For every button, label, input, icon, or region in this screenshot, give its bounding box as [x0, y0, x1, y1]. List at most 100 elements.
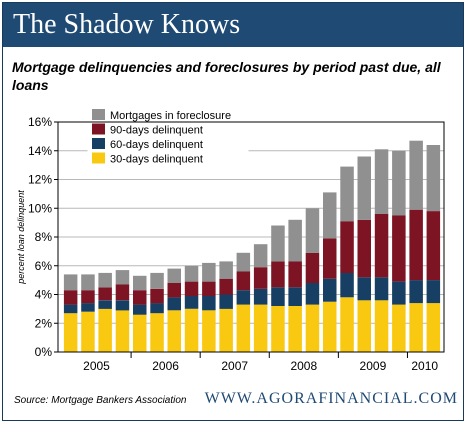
bar-segment: [98, 287, 112, 301]
bar-segment: [409, 280, 423, 304]
bar-segment: [340, 166, 354, 222]
y-tick-label: 4%: [35, 288, 53, 302]
bar-segment: [184, 295, 199, 309]
bar-segment: [392, 215, 406, 282]
bar-segment: [202, 295, 216, 311]
bar-segment: [115, 310, 130, 352]
bar-segment: [184, 265, 199, 282]
bar-segment: [357, 156, 371, 220]
bar-segment: [219, 294, 233, 309]
y-tick-label: 16%: [28, 115, 52, 129]
bar-segment: [305, 208, 320, 253]
y-tick-label: 12%: [28, 173, 52, 187]
legend-swatch: [92, 138, 105, 149]
bar-segment: [357, 300, 371, 353]
bar-segment: [271, 225, 285, 262]
y-axis-label: percent loan delinquent: [16, 190, 26, 285]
bar-segment: [305, 252, 320, 283]
bar-segment: [288, 219, 302, 262]
bar-segment: [167, 310, 181, 352]
legend-swatch: [92, 109, 105, 120]
bar-segment: [357, 219, 371, 278]
legend-swatch: [92, 123, 105, 135]
y-tick-label: 0%: [35, 345, 53, 359]
bar-segment: [81, 290, 95, 304]
bar-segment: [202, 262, 216, 282]
x-year-label: 2007: [221, 359, 248, 373]
bar-segment: [374, 149, 389, 214]
y-tick-label: 14%: [28, 144, 52, 158]
bar-segment: [167, 297, 181, 311]
bar-segment: [392, 150, 406, 216]
y-tick-label: 10%: [28, 201, 52, 215]
bar-segment: [236, 304, 251, 352]
legend-swatch: [92, 152, 105, 164]
bar-segment: [340, 221, 354, 273]
bar-segment: [202, 310, 216, 352]
bar-segment: [219, 308, 233, 352]
title-banner: The Shadow Knows: [3, 3, 463, 47]
bar-segment: [374, 300, 389, 353]
bar-segment: [374, 277, 389, 301]
x-year-label: 2010: [411, 359, 438, 373]
bar-segment: [63, 304, 78, 314]
legend-label: Mortgages in foreclosure: [110, 110, 231, 122]
bar-segment: [305, 283, 320, 305]
bar-segment: [184, 308, 199, 352]
chart-title: Mortgage delinquencies and foreclosures …: [12, 59, 441, 93]
bar-segment: [305, 304, 320, 352]
x-year-label: 2008: [290, 359, 317, 373]
bar-segment: [236, 271, 251, 291]
site-url: WWW.AGORAFINANCIAL.COM: [204, 390, 458, 407]
bar-segment: [409, 303, 423, 352]
bar-segment: [63, 313, 78, 352]
y-tick-label: 2%: [35, 316, 53, 330]
bar-segment: [81, 311, 95, 353]
bar-segment: [115, 284, 130, 301]
bar-segment: [115, 300, 130, 311]
bar-segment: [133, 275, 147, 291]
bar-segment: [271, 306, 285, 352]
bar-segment: [253, 304, 268, 352]
legend-label: 30-days delinquent: [110, 154, 203, 166]
bar-segment: [288, 261, 302, 288]
bar-segment: [323, 238, 337, 279]
bar-segment: [150, 288, 164, 304]
bar-segment: [236, 252, 251, 272]
bar-segment: [271, 261, 285, 288]
y-tick-label: 6%: [35, 259, 53, 273]
page-title: The Shadow Knows: [13, 9, 241, 40]
bar-segment: [133, 304, 147, 315]
bar-segment: [81, 274, 95, 291]
bar-segment: [167, 268, 181, 283]
x-year-label: 2005: [83, 359, 110, 373]
bar-segment: [374, 214, 389, 278]
bar-segment: [426, 303, 441, 352]
bar-segment: [409, 140, 423, 210]
bar-segment: [253, 288, 268, 305]
bar-segment: [150, 303, 164, 314]
bar-segment: [271, 287, 285, 306]
bar-segment: [115, 270, 130, 285]
bar-segment: [253, 244, 268, 268]
bar-segment: [133, 290, 147, 305]
bar-segment: [288, 306, 302, 352]
bar-segment: [323, 192, 337, 239]
bar-segment: [133, 314, 147, 352]
bar-segment: [357, 277, 371, 301]
legend-label: 60-days delinquent: [110, 139, 203, 151]
bar-segment: [236, 290, 251, 305]
bar-segment: [98, 300, 112, 309]
source-note: Source: Mortgage Bankers Association: [14, 395, 187, 406]
bar-segment: [392, 304, 406, 352]
bar-segment: [219, 261, 233, 279]
bar-segment: [219, 278, 233, 295]
bar-segment: [98, 308, 112, 352]
bar-segment: [202, 281, 216, 296]
bar-segment: [63, 274, 78, 291]
bar-segment: [98, 272, 112, 288]
x-year-label: 2006: [152, 359, 179, 373]
bar-segment: [184, 281, 199, 296]
bar-segment: [288, 287, 302, 306]
legend-box: [87, 102, 249, 168]
